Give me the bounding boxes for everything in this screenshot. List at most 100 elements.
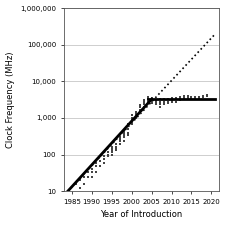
Point	[126, 127, 129, 131]
Point	[154, 100, 157, 104]
Point	[118, 142, 122, 145]
Point	[158, 100, 161, 104]
Point	[102, 155, 106, 158]
Point	[122, 135, 125, 139]
Point	[130, 118, 133, 122]
Point	[170, 99, 173, 102]
Point	[86, 171, 90, 174]
Point	[126, 124, 129, 128]
Point	[114, 142, 117, 145]
Point	[150, 100, 153, 104]
Point	[150, 102, 153, 105]
Point	[174, 98, 177, 101]
Point	[94, 161, 97, 164]
Point	[106, 153, 110, 156]
Point	[166, 101, 169, 105]
Point	[182, 96, 185, 99]
Point	[130, 120, 133, 123]
Point	[130, 116, 133, 120]
Point	[126, 131, 129, 134]
Point	[134, 110, 137, 113]
Point	[166, 98, 169, 101]
Point	[134, 111, 137, 115]
X-axis label: Year of Introduction: Year of Introduction	[101, 210, 183, 219]
Point	[150, 96, 153, 99]
Point	[202, 95, 205, 99]
Point	[110, 150, 113, 153]
Point	[146, 95, 149, 99]
Point	[106, 155, 110, 158]
Point	[186, 96, 189, 100]
Point	[134, 116, 137, 120]
Point	[198, 95, 201, 99]
Point	[130, 113, 133, 117]
Point	[186, 94, 189, 98]
Point	[90, 175, 94, 178]
Point	[90, 167, 94, 171]
Point	[82, 182, 86, 186]
Point	[122, 131, 125, 134]
Point	[146, 98, 149, 101]
Point	[102, 161, 106, 164]
Point	[138, 111, 141, 115]
Point	[130, 122, 133, 126]
Point	[194, 96, 197, 100]
Point	[206, 93, 209, 97]
Point	[118, 137, 122, 141]
Point	[142, 99, 145, 102]
Point	[182, 97, 185, 100]
Point	[178, 98, 181, 102]
Point	[78, 187, 81, 190]
Point	[202, 94, 205, 98]
Point	[122, 129, 125, 133]
Point	[86, 175, 90, 178]
Point	[162, 102, 165, 106]
Point	[206, 94, 209, 98]
Point	[154, 99, 157, 102]
Point	[126, 122, 129, 126]
Point	[98, 164, 101, 167]
Point	[138, 104, 141, 107]
Point	[150, 99, 153, 102]
Point	[74, 193, 78, 197]
Point	[194, 95, 197, 99]
Point	[198, 96, 201, 99]
Point	[142, 100, 145, 104]
Point	[134, 113, 137, 117]
Point	[166, 100, 169, 104]
Point	[182, 94, 185, 98]
Point	[74, 182, 78, 186]
Point	[118, 139, 122, 143]
Point	[122, 139, 125, 143]
Point	[146, 100, 149, 104]
Point	[82, 175, 86, 178]
Point	[142, 105, 145, 109]
Point	[94, 171, 97, 174]
Point	[118, 135, 122, 139]
Point	[142, 102, 145, 106]
Point	[114, 145, 117, 148]
Point	[122, 133, 125, 137]
Point	[126, 133, 129, 137]
Point	[138, 108, 141, 111]
Point	[114, 146, 117, 150]
Point	[154, 102, 157, 106]
Point	[158, 98, 161, 101]
Point	[110, 146, 113, 150]
Point	[190, 96, 193, 99]
Point	[110, 145, 113, 148]
Point	[162, 100, 165, 104]
Point	[158, 105, 161, 109]
Point	[170, 97, 173, 100]
Point	[158, 102, 161, 106]
Point	[110, 148, 113, 152]
Point	[90, 171, 94, 174]
Point	[106, 150, 110, 153]
Point	[190, 95, 193, 99]
Point	[170, 100, 173, 104]
Y-axis label: Clock Frequency (MHz): Clock Frequency (MHz)	[6, 51, 15, 148]
Point	[178, 95, 181, 99]
Point	[78, 178, 81, 182]
Point	[98, 160, 101, 163]
Point	[162, 98, 165, 101]
